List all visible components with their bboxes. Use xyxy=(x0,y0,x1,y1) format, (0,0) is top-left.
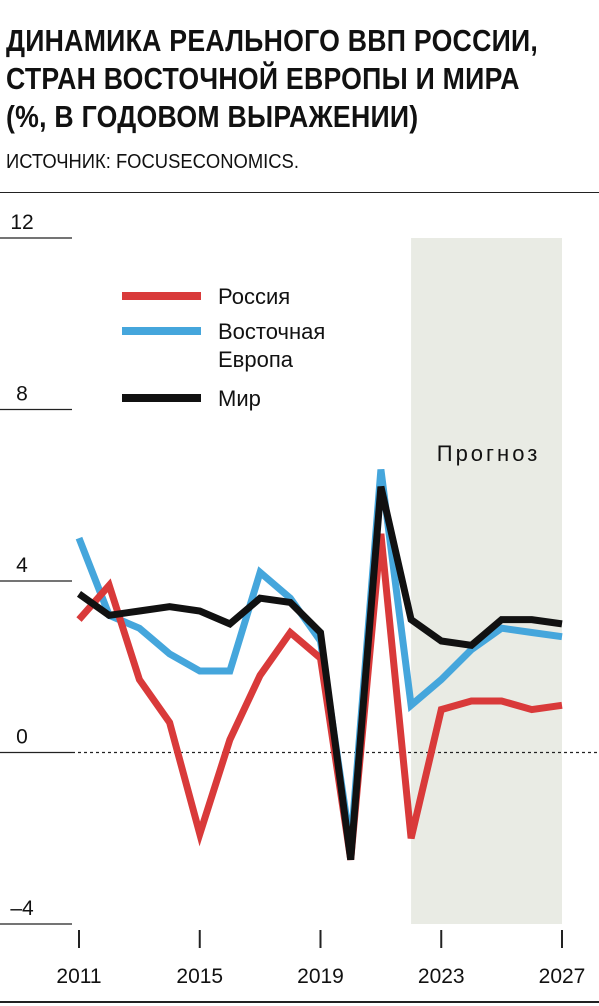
y-tick-label-2: 4 xyxy=(16,554,28,577)
x-tick-label-3: 2023 xyxy=(418,965,465,988)
x-tick-label-4: 2027 xyxy=(539,965,586,988)
forecast-region xyxy=(411,238,562,924)
y-tick-label-1: 8 xyxy=(16,383,28,406)
footer-divider xyxy=(0,1001,599,1003)
y-tick-label-0: 12 xyxy=(10,211,33,234)
x-tick-label-1: 2015 xyxy=(176,965,223,988)
legend-label-1-0: Восточная xyxy=(218,319,325,344)
title-line-3: (%, В ГОДОВОМ ВЫРАЖЕНИИ) xyxy=(6,99,419,134)
chart-title: ДИНАМИКА РЕАЛЬНОГО ВВП РОССИИ, СТРАН ВОС… xyxy=(6,22,539,136)
forecast-label: Прогноз xyxy=(437,441,541,466)
y-tick-label-4: –4 xyxy=(10,897,34,920)
y-tick-label-3: 0 xyxy=(16,726,28,749)
series-line-2 xyxy=(76,485,563,861)
legend-label-1-1: Европа xyxy=(218,347,294,372)
x-tick-label-0: 2011 xyxy=(56,965,101,988)
header-divider xyxy=(0,192,599,193)
legend-label-0: Россия xyxy=(218,284,290,309)
title-line-1: ДИНАМИКА РЕАЛЬНОГО ВВП РОССИИ, xyxy=(6,23,539,58)
source-note: ИСТОЧНИК: FOCUSECONOMICS. xyxy=(6,151,299,173)
x-tick-label-2: 2019 xyxy=(297,965,344,988)
title-line-2: СТРАН ВОСТОЧНОЙ ЕВРОПЫ И МИРА xyxy=(6,61,520,96)
legend-label-2: Мир xyxy=(218,386,261,411)
